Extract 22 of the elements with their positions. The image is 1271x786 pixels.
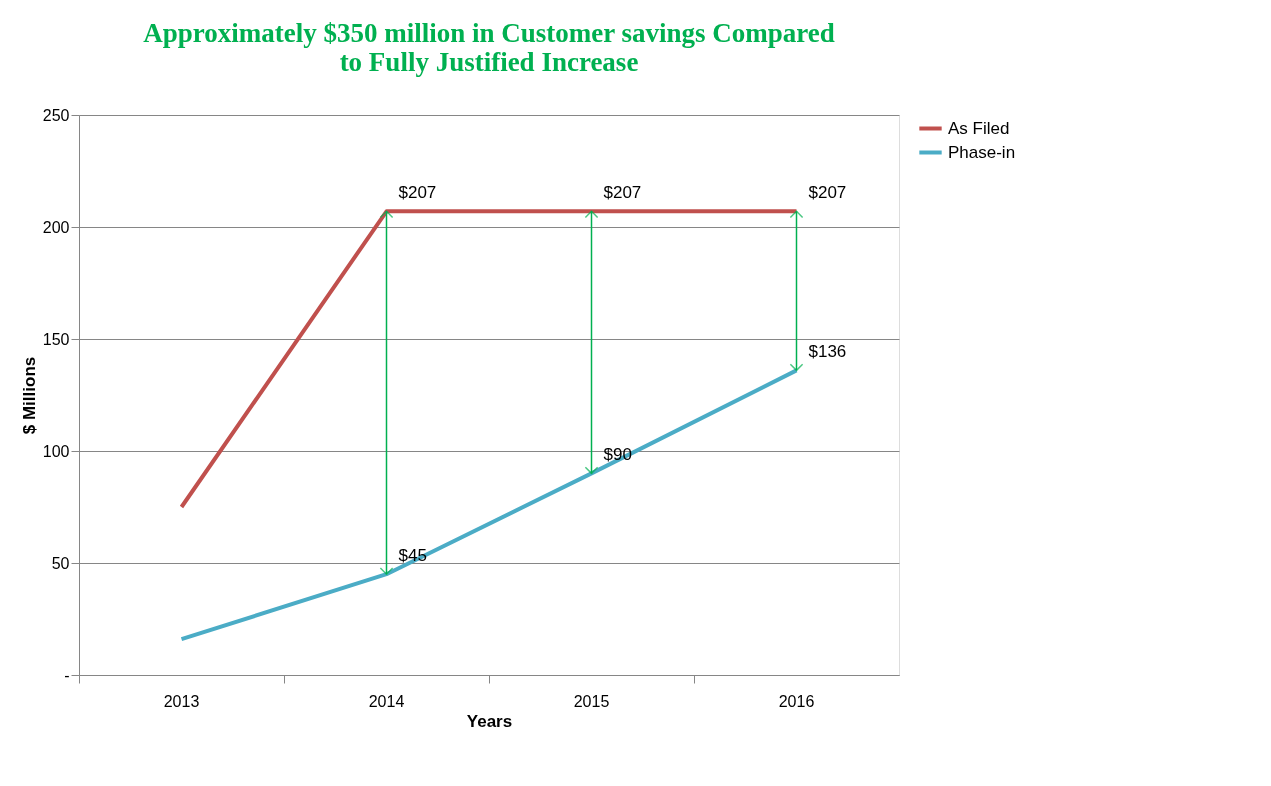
x-tick-label: 2013	[163, 692, 200, 710]
x-tick-label: 2015	[573, 692, 610, 710]
legend-label: As Filed	[948, 118, 1010, 138]
y-tick-label: 200	[42, 218, 70, 236]
x-axis-title: Years	[466, 711, 513, 731]
data-label: $207	[808, 183, 847, 203]
y-tick-label: -	[64, 666, 70, 684]
y-tick-label: 50	[51, 554, 70, 572]
line-series	[179, 368, 799, 642]
data-label: $207	[398, 183, 437, 203]
data-label: $45	[398, 546, 427, 566]
text: to Fully Justified Increase	[339, 47, 639, 77]
y-tick-label: 250	[42, 106, 70, 124]
y-axis-title: $ Millions	[19, 356, 39, 435]
y-tick-label: 150	[42, 330, 70, 348]
data-label: $207	[603, 183, 642, 203]
data-label: $136	[808, 342, 847, 362]
y-tick-label: 100	[42, 442, 70, 460]
legend-label: Phase-in	[948, 142, 1016, 162]
x-tick-label: 2016	[778, 692, 815, 710]
x-tick-label: 2014	[368, 692, 405, 710]
text: Approximately $350 million in Customer savings Compared	[143, 18, 835, 48]
